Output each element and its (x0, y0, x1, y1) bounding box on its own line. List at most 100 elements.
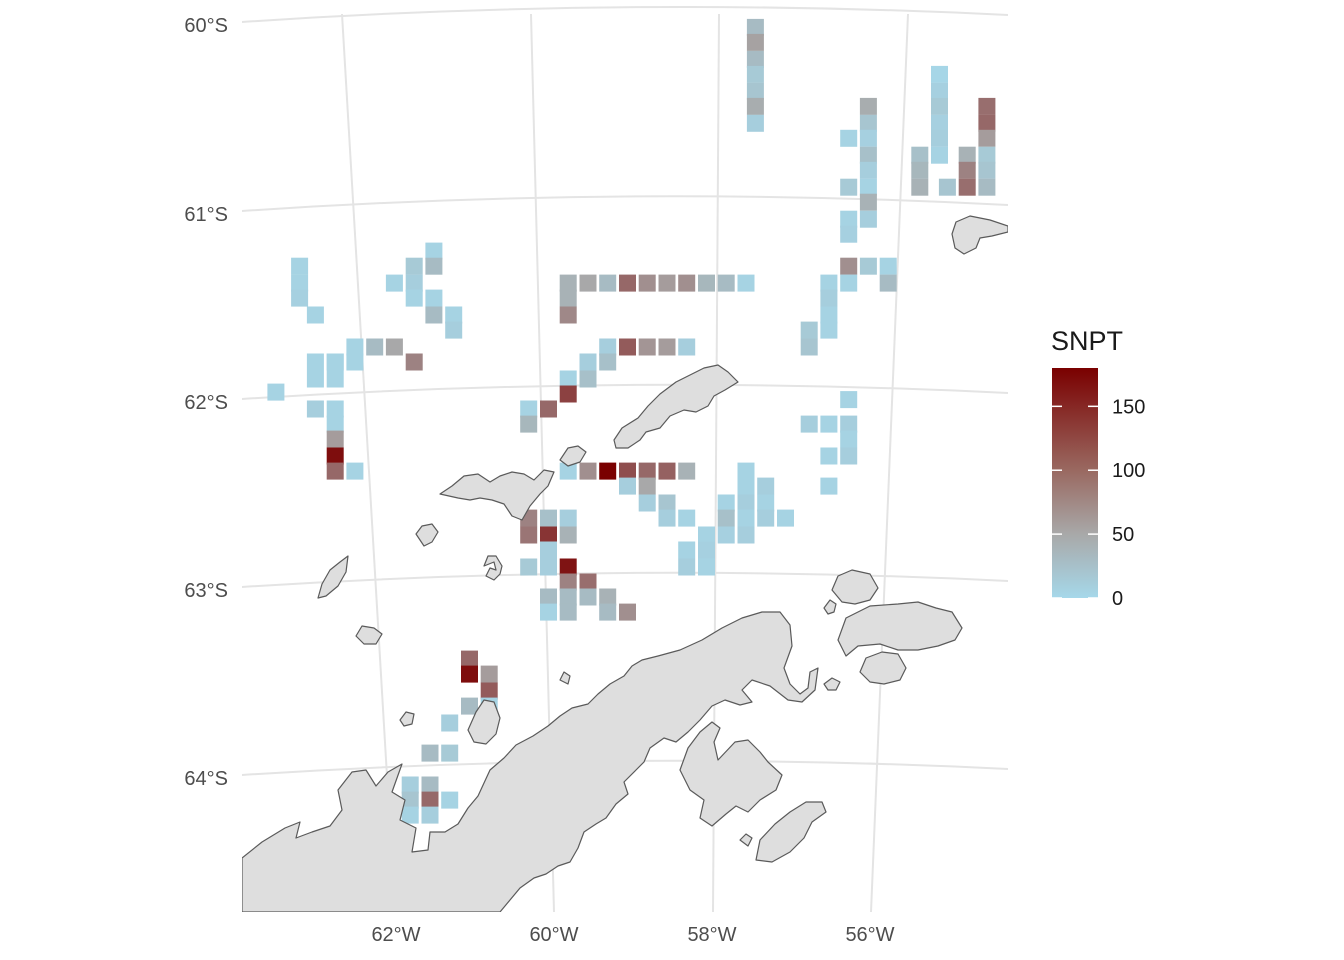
lon-label-58w: 58°W (687, 924, 736, 946)
raster-cell-79 (658, 274, 676, 292)
raster-cell-121 (540, 558, 557, 576)
raster-cell-105 (678, 462, 696, 480)
raster-cell-2 (746, 50, 764, 68)
lat-axis-labels: 60°S 61°S 62°S 63°S 64°S (184, 15, 228, 790)
raster-cell-147 (421, 806, 439, 824)
raster-cell-102 (619, 462, 636, 480)
lon-axis-labels: 62°W 60°W 58°W 56°W (371, 924, 894, 946)
raster-cell-142 (421, 776, 439, 794)
raster-cell-29 (978, 114, 996, 132)
raster-cell-99 (559, 462, 577, 480)
raster-cell-45 (820, 306, 838, 324)
meridian-62w (341, 13, 396, 912)
raster-cell-117 (559, 526, 577, 544)
raster-cell-132 (461, 650, 478, 668)
raster-cell-0 (746, 18, 764, 36)
raster-cell-65 (757, 509, 775, 527)
raster-cell-124 (540, 588, 557, 606)
raster-cell-119 (559, 558, 577, 576)
raster-cell-20 (859, 146, 877, 164)
land-elephant-island (951, 215, 1008, 255)
raster-cell-135 (480, 682, 498, 700)
raster-cell-103 (638, 462, 656, 480)
map-panel[interactable] (242, 5, 1008, 935)
raster-cell-97 (520, 400, 538, 418)
legend-label-0: 0 (1112, 588, 1123, 610)
raster-cell-69 (737, 526, 755, 544)
raster-cell-123 (579, 573, 597, 591)
land-joinville-island (837, 601, 963, 657)
raster-cell-120 (520, 558, 538, 576)
raster-cell-110 (658, 509, 676, 527)
land-greenwich-island (559, 445, 587, 467)
land-king-george-island (613, 364, 739, 449)
raster-cell-88 (638, 338, 656, 356)
land-antarctic-peninsula (242, 611, 819, 912)
raster-cell-76 (599, 274, 617, 292)
raster-cell-137 (461, 697, 478, 715)
raster-cell-172 (425, 306, 443, 324)
land-deception-island (483, 555, 503, 581)
raster-cell-75 (579, 274, 597, 292)
raster-cell-180 (326, 353, 344, 371)
raster-cell-86 (599, 338, 617, 356)
raster-cell-106 (619, 477, 636, 495)
raster-cell-35 (938, 178, 956, 196)
raster-cell-169 (385, 274, 403, 292)
land-layer (242, 215, 1008, 912)
raster-cell-188 (326, 415, 344, 433)
legend-colorbar (1052, 368, 1098, 598)
raster-cell-21 (859, 161, 877, 179)
parallel-63s (242, 571, 1008, 588)
raster-cell-82 (717, 274, 735, 292)
raster-cell-40 (879, 257, 897, 275)
lat-label-64s: 64°S (184, 768, 228, 790)
raster-cell-22 (840, 178, 858, 196)
lat-label-63s: 63°S (184, 580, 228, 602)
raster-cell-33 (958, 161, 976, 179)
raster-cell-78 (638, 274, 656, 292)
raster-cell-98 (520, 415, 538, 433)
raster-cell-109 (658, 494, 676, 512)
raster-cell-160 (307, 918, 324, 935)
raster-cell-191 (326, 462, 344, 480)
raster-cell-34 (978, 161, 996, 179)
raster-cell-72 (678, 558, 696, 576)
raster-cell-17 (859, 114, 877, 132)
raster-cell-182 (405, 353, 423, 371)
raster-cell-27 (840, 225, 858, 243)
raster-cell-66 (777, 509, 794, 527)
parallel-60s (242, 5, 1008, 23)
parallel-62s (242, 383, 1008, 400)
raster-cell-83 (737, 274, 755, 292)
raster-cell-101 (599, 462, 617, 480)
legend-label-50: 50 (1112, 524, 1134, 546)
raster-cell-49 (840, 391, 858, 409)
raster-cell-81 (698, 274, 715, 292)
raster-cell-95 (559, 385, 577, 403)
lon-label-56w: 56°W (845, 924, 894, 946)
land-islet-b (823, 599, 837, 615)
legend-label-100: 100 (1112, 460, 1145, 482)
raster-cell-44 (820, 289, 838, 307)
raster-cell-58 (757, 477, 775, 495)
raster-cell-8 (931, 82, 948, 100)
raster-cell-118 (540, 541, 557, 559)
raster-cell-127 (599, 588, 617, 606)
land-islet-c (823, 677, 841, 691)
raster-cell-46 (800, 321, 818, 339)
raster-cell-50 (820, 415, 838, 433)
raster-cell-9 (931, 97, 948, 115)
raster-cell-141 (401, 776, 419, 794)
land-smith-island (317, 555, 349, 599)
lon-label-60w: 60°W (529, 924, 578, 946)
raster-cell-18 (859, 129, 877, 147)
raster-cell-139 (421, 744, 439, 762)
land-islet-a (399, 711, 415, 727)
raster-cell-24 (859, 193, 877, 211)
raster-cell-92 (599, 353, 617, 371)
raster-cell-38 (840, 257, 858, 275)
legend: SNPT 150 100 50 0 (1051, 326, 1145, 610)
land-vega-island (859, 651, 907, 685)
